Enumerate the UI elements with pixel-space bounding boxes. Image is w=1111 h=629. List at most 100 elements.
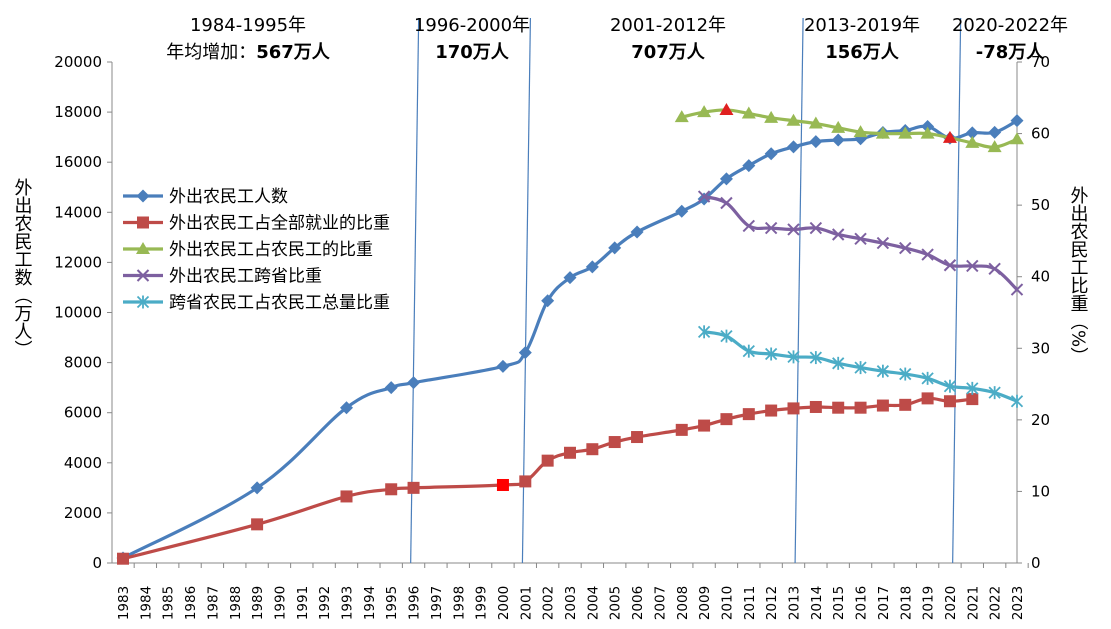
data-point-marker bbox=[1010, 132, 1024, 145]
data-point-marker bbox=[631, 431, 644, 444]
x-tick-label: 2003 bbox=[563, 586, 579, 620]
data-point-marker bbox=[831, 120, 846, 133]
data-point-marker bbox=[136, 295, 150, 309]
series-2 bbox=[117, 392, 979, 565]
data-point-marker bbox=[876, 399, 889, 412]
left-tick-label: 20000 bbox=[54, 53, 102, 71]
legend-label: 外出农民工跨省比重 bbox=[169, 267, 322, 287]
x-tick-label: 1989 bbox=[250, 586, 266, 620]
data-point-marker bbox=[697, 190, 711, 203]
data-point-marker bbox=[854, 232, 867, 245]
data-point-marker bbox=[697, 325, 711, 339]
x-tick-label: 2009 bbox=[697, 586, 713, 620]
period-divider-line bbox=[410, 17, 420, 564]
data-point-marker bbox=[630, 225, 644, 239]
data-point-marker bbox=[719, 102, 734, 115]
data-point-marker bbox=[1010, 114, 1024, 128]
series-3 bbox=[674, 102, 1024, 153]
data-point-marker bbox=[1010, 394, 1024, 408]
left-axis-ticks: 0 2000 4000 6000 8000 10000 12000 14000 16000 180… bbox=[54, 53, 112, 572]
left-tick-label: 8000 bbox=[64, 354, 102, 372]
left-tick-label: 4000 bbox=[64, 454, 102, 472]
x-tick-label: 1990 bbox=[272, 586, 288, 620]
data-point-marker bbox=[674, 110, 689, 123]
left-tick-label: 12000 bbox=[54, 253, 102, 271]
legend-label: 外出农民工人数 bbox=[169, 187, 288, 207]
period-average-value: -78万人 bbox=[976, 42, 1046, 63]
data-point-marker bbox=[519, 475, 532, 488]
data-point-marker bbox=[608, 436, 621, 449]
right-axis-ticks: 0 10 20 30 40 50 60 70 bbox=[1017, 53, 1050, 572]
data-point-marker bbox=[764, 147, 778, 161]
x-tick-label: 2022 bbox=[988, 586, 1004, 620]
data-point-marker bbox=[921, 371, 934, 385]
x-tick-label: 1988 bbox=[228, 586, 244, 620]
period-divider-line bbox=[794, 17, 804, 564]
right-tick-label: 10 bbox=[1031, 482, 1050, 500]
data-point-marker bbox=[407, 376, 421, 390]
x-tick-label: 2020 bbox=[943, 586, 959, 620]
period-divider-line bbox=[521, 17, 532, 564]
legend-label: 跨省农民工占农民工总量比重 bbox=[169, 293, 390, 313]
period-divider-line bbox=[952, 17, 962, 564]
x-tick-label: 1984 bbox=[138, 586, 154, 620]
data-point-marker bbox=[136, 242, 150, 254]
data-point-marker bbox=[675, 423, 688, 436]
data-point-marker bbox=[854, 361, 867, 375]
x-tick-label: 1985 bbox=[161, 586, 177, 620]
x-tick-label: 2008 bbox=[675, 586, 691, 620]
data-point-marker bbox=[966, 381, 979, 395]
data-point-marker bbox=[854, 401, 867, 414]
x-tick-label: 2016 bbox=[854, 586, 870, 620]
data-point-marker bbox=[965, 126, 979, 140]
x-tick-label: 2019 bbox=[921, 586, 937, 620]
right-tick-label: 50 bbox=[1031, 196, 1050, 214]
period-annotation: 2020-2022年 -78万人 bbox=[952, 15, 1068, 63]
x-tick-label: 2018 bbox=[898, 586, 914, 620]
x-tick-label: 2001 bbox=[518, 586, 534, 620]
period-average-increase: 170万人 bbox=[435, 42, 510, 63]
data-point-marker bbox=[899, 398, 912, 411]
data-point-marker bbox=[675, 204, 689, 218]
right-tick-label: 70 bbox=[1031, 53, 1050, 71]
data-point-marker bbox=[765, 347, 778, 361]
data-point-marker bbox=[496, 359, 510, 373]
data-point-marker bbox=[340, 490, 353, 503]
data-point-marker bbox=[742, 344, 755, 358]
data-point-marker bbox=[876, 236, 890, 250]
x-tick-label: 2002 bbox=[541, 586, 557, 620]
data-point-marker bbox=[250, 481, 264, 495]
x-tick-label: 1992 bbox=[317, 586, 333, 620]
data-point-marker bbox=[585, 260, 599, 274]
left-tick-label: 16000 bbox=[54, 153, 102, 171]
data-point-marker bbox=[340, 401, 353, 415]
data-point-marker bbox=[117, 552, 129, 565]
x-tick-label: 2007 bbox=[652, 586, 668, 620]
legend-item: 外出农民工占农民工的比重 bbox=[123, 240, 373, 260]
period-divider-lines bbox=[410, 17, 962, 564]
data-point-marker bbox=[384, 381, 398, 395]
data-point-marker bbox=[787, 223, 800, 236]
series-4 bbox=[697, 190, 1024, 296]
x-tick-label: 1991 bbox=[295, 586, 311, 620]
data-point-marker bbox=[943, 395, 956, 408]
data-point-marker bbox=[136, 269, 150, 282]
left-axis-title: 外出农民工数（万人） bbox=[12, 178, 33, 358]
data-point-marker bbox=[787, 350, 800, 364]
data-point-marker bbox=[965, 135, 980, 148]
period-average-prefix: 年均增加： bbox=[166, 42, 256, 63]
data-point-marker bbox=[809, 351, 822, 365]
right-tick-label: 0 bbox=[1031, 554, 1041, 572]
data-point-marker bbox=[720, 329, 733, 343]
period-average-increase: 156万人 bbox=[825, 42, 900, 63]
series-line bbox=[703, 194, 1019, 291]
period-average-value: 707万人 bbox=[631, 42, 706, 63]
data-point-marker bbox=[719, 172, 733, 186]
period-label: 2020-2022年 bbox=[952, 15, 1068, 36]
period-average-value: 156万人 bbox=[825, 42, 900, 63]
data-point-marker bbox=[809, 221, 823, 235]
data-point-marker bbox=[541, 294, 555, 308]
data-point-marker bbox=[1010, 283, 1024, 296]
